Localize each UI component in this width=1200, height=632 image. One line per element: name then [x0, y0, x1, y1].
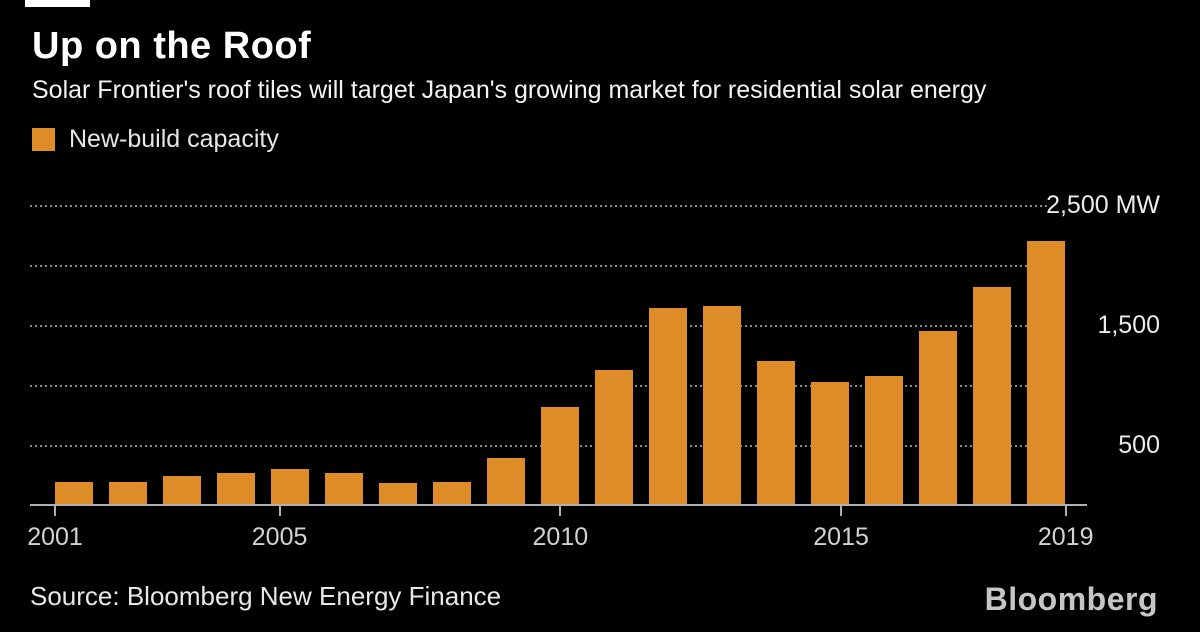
- bar-2009: [487, 457, 525, 504]
- bar-2011: [595, 370, 633, 504]
- legend: New-build capacity: [32, 125, 279, 153]
- y-axis-label: 2,500 MW: [1046, 191, 1160, 219]
- x-tick: [559, 506, 562, 516]
- x-tick-label: 2015: [813, 523, 869, 551]
- x-tick-label: 2010: [532, 523, 589, 551]
- bar-2001: [55, 481, 93, 504]
- bloomberg-logo: Bloomberg: [984, 581, 1158, 617]
- legend-swatch-icon: [32, 127, 55, 151]
- source-text: Source: Bloomberg New Energy Finance: [30, 581, 502, 611]
- x-axis-line: [30, 504, 1087, 506]
- bar-2012: [649, 308, 687, 504]
- bar-2016: [865, 375, 903, 504]
- gridline: [30, 385, 1047, 387]
- bar-2002: [109, 481, 147, 504]
- x-tick: [54, 506, 56, 516]
- bar-2010: [541, 407, 579, 504]
- x-tick: [1064, 506, 1067, 516]
- bar-2008: [433, 481, 471, 504]
- x-tick-label: 2005: [251, 523, 308, 551]
- bar-2004: [217, 472, 255, 504]
- legend-label: New-build capacity: [69, 125, 279, 153]
- x-tick-label: 2001: [27, 523, 83, 551]
- bar-2007: [379, 483, 417, 504]
- chart-subtitle: Solar Frontier's roof tiles will target …: [32, 76, 987, 104]
- gridline: [30, 445, 1047, 447]
- y-axis-label: 1,500: [1097, 311, 1160, 339]
- bar-2018: [973, 286, 1011, 504]
- bar-2003: [163, 475, 201, 504]
- bar-2014: [757, 361, 795, 504]
- bar-2013: [703, 306, 741, 504]
- gridline: [30, 265, 1047, 267]
- bar-2017: [919, 330, 957, 504]
- x-tick-label: 2019: [1037, 523, 1094, 551]
- bar-2015: [811, 381, 849, 504]
- bar-2005: [271, 469, 309, 504]
- gridline: [30, 205, 1047, 207]
- brand-mark: [25, 0, 90, 7]
- y-axis-label: 500: [1118, 431, 1160, 459]
- bar-2019: [1027, 240, 1065, 504]
- x-tick: [840, 506, 843, 516]
- x-tick: [278, 506, 281, 516]
- chart-title: Up on the Roof: [32, 25, 312, 67]
- bar-2006: [325, 473, 363, 504]
- gridline: [30, 325, 1047, 327]
